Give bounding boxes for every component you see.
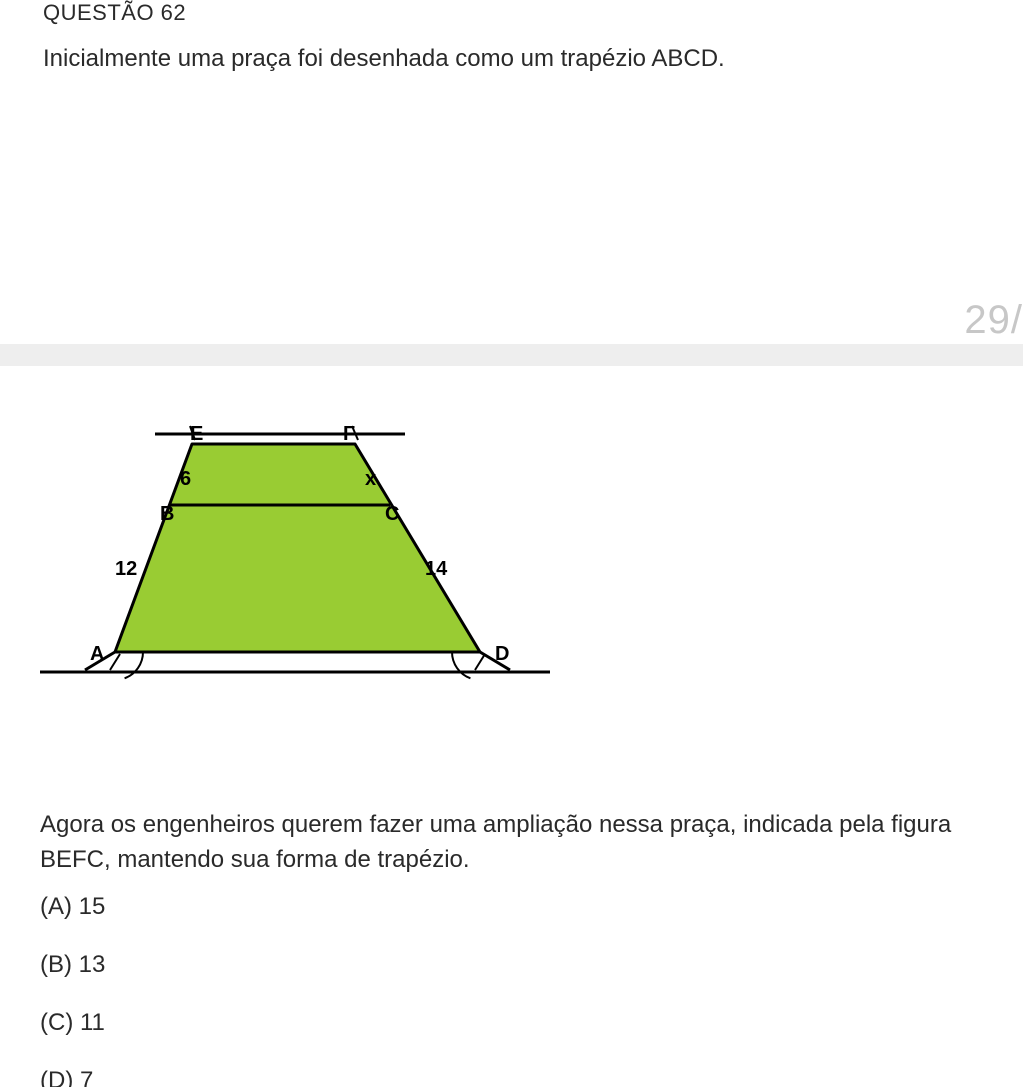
trapezoid-svg: A D B C E F 12 14 6 x bbox=[40, 420, 550, 690]
svg-text:E: E bbox=[190, 423, 203, 445]
question-intro: Inicialmente uma praça foi desenhada com… bbox=[43, 45, 725, 73]
answer-options: (A) 15 (B) 13 (C) 11 (D) 7 bbox=[40, 893, 105, 1087]
trapezoid-figure: A D B C E F 12 14 6 x bbox=[40, 420, 550, 690]
svg-text:14: 14 bbox=[425, 558, 448, 580]
svg-text:F: F bbox=[343, 423, 355, 445]
page-number: 29/ bbox=[964, 298, 1023, 343]
svg-text:D: D bbox=[495, 643, 509, 665]
option-b[interactable]: (B) 13 bbox=[40, 951, 105, 979]
option-a[interactable]: (A) 15 bbox=[40, 893, 105, 921]
svg-text:x: x bbox=[365, 468, 376, 490]
svg-text:C: C bbox=[385, 503, 399, 525]
svg-text:6: 6 bbox=[180, 468, 191, 490]
option-c[interactable]: (C) 11 bbox=[40, 1009, 105, 1037]
svg-text:B: B bbox=[160, 503, 174, 525]
page: QUESTÃO 62 Inicialmente uma praça foi de… bbox=[0, 0, 1023, 1087]
question-header: QUESTÃO 62 bbox=[43, 0, 186, 26]
question-body: Agora os engenheiros querem fazer uma am… bbox=[40, 808, 980, 878]
svg-text:12: 12 bbox=[115, 558, 137, 580]
svg-text:A: A bbox=[90, 643, 104, 665]
section-divider bbox=[0, 344, 1023, 366]
option-d[interactable]: (D) 7 bbox=[40, 1067, 105, 1087]
